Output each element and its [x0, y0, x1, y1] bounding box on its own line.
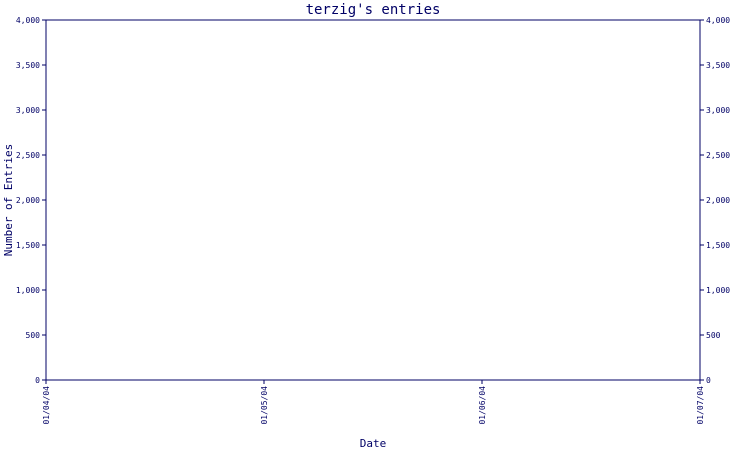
y-tick-label-right: 2,000: [706, 196, 730, 205]
x-axis-label: Date: [360, 437, 387, 450]
y-tick-label-left: 1,000: [16, 286, 40, 295]
y-tick-label-right: 500: [706, 331, 721, 340]
y-tick-label-left: 2,500: [16, 151, 40, 160]
tick-layer: 0 0 500 500 1,000 1,000 1,500 1,500 2,000 2,000 2,…: [16, 16, 730, 425]
y-tick-label-left: 4,000: [16, 16, 40, 25]
y-tick-label-left: 3,500: [16, 61, 40, 70]
y-tick-label-left: 1,500: [16, 241, 40, 250]
y-tick-label-left: 0: [35, 376, 40, 385]
chart-title: terzig's entries: [306, 2, 441, 18]
y-tick-label-right: 4,000: [706, 16, 730, 25]
x-tick-label: 01/05/04: [260, 386, 269, 425]
y-axis-label: Number of Entries: [2, 144, 15, 257]
y-tick-label-right: 0: [706, 376, 711, 385]
x-tick-label: 01/04/04: [42, 386, 51, 425]
y-tick-label-right: 3,000: [706, 106, 730, 115]
y-tick-label-right: 1,000: [706, 286, 730, 295]
plot-frame: [45, 19, 701, 381]
y-tick-label-left: 3,000: [16, 106, 40, 115]
y-tick-label-right: 3,500: [706, 61, 730, 70]
y-tick-label-left: 500: [26, 331, 41, 340]
x-tick-label: 01/07/04: [696, 386, 705, 425]
y-tick-label-left: 2,000: [16, 196, 40, 205]
x-tick-label: 01/06/04: [478, 386, 487, 425]
y-tick-label-right: 2,500: [706, 151, 730, 160]
y-tick-label-right: 1,500: [706, 241, 730, 250]
